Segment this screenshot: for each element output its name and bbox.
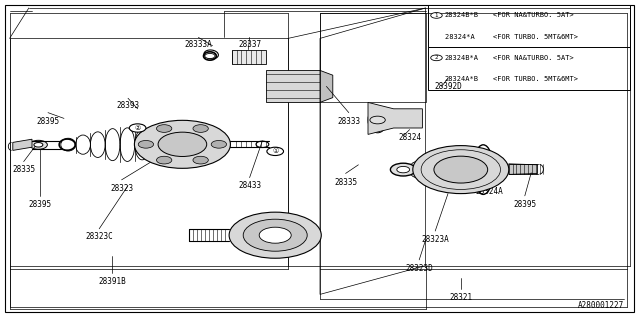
Text: <FOR NA&TURBO. 5AT>: <FOR NA&TURBO. 5AT> [493,12,573,19]
Circle shape [193,125,209,132]
Text: 28337A: 28337A [236,239,264,248]
Circle shape [413,146,509,194]
Polygon shape [509,164,538,174]
Text: 28324B*A: 28324B*A [445,55,479,61]
Text: 28324*A: 28324*A [445,34,479,40]
Text: A280001227: A280001227 [578,301,624,310]
Text: 28333A: 28333A [184,40,212,49]
Bar [428,47,630,90]
Circle shape [156,125,172,132]
Circle shape [267,147,284,156]
Text: 28433: 28433 [238,181,261,190]
Text: 28393: 28393 [116,101,140,110]
Text: 28335: 28335 [334,178,357,187]
Text: 28323C: 28323C [85,232,113,241]
Text: 28335: 28335 [12,165,35,174]
Circle shape [156,156,172,164]
Text: 28324: 28324 [398,133,421,142]
Text: 28324B*B: 28324B*B [445,12,479,19]
Text: 1: 1 [435,13,438,18]
Circle shape [431,12,442,18]
Circle shape [431,55,442,61]
Text: 28324A: 28324A [476,188,504,196]
Circle shape [29,140,47,149]
Text: ②: ② [134,125,141,131]
Polygon shape [368,102,422,134]
Circle shape [193,156,209,164]
Circle shape [397,166,410,173]
Circle shape [229,212,321,258]
Circle shape [129,124,146,132]
Text: 28395: 28395 [513,200,536,209]
Text: 28395: 28395 [36,117,60,126]
Circle shape [434,156,488,183]
Text: <FOR TURBO. 5MT&6MT>: <FOR TURBO. 5MT&6MT> [493,34,578,40]
Bar [428,5,630,47]
Polygon shape [13,139,32,150]
Text: 28337: 28337 [238,40,261,49]
Circle shape [243,219,307,251]
Text: <FOR TURBO. 5MT&6MT>: <FOR TURBO. 5MT&6MT> [493,76,578,82]
Circle shape [34,143,43,147]
Text: 28324A*B: 28324A*B [445,76,479,82]
Circle shape [158,132,207,156]
Polygon shape [266,70,320,102]
Text: IN: IN [195,135,204,144]
Text: 28323A: 28323A [421,236,449,244]
Circle shape [134,120,230,168]
Text: ①: ① [272,148,278,154]
Text: <FOR NA&TURBO. 5AT>: <FOR NA&TURBO. 5AT> [493,55,573,61]
Text: 28392D: 28392D [434,82,462,91]
Circle shape [259,227,291,243]
Text: 28321: 28321 [449,293,472,302]
Text: 28333: 28333 [337,117,360,126]
Text: 28391B: 28391B [98,277,126,286]
Circle shape [138,140,154,148]
Circle shape [370,116,385,124]
Polygon shape [320,70,333,102]
Text: 2: 2 [435,55,438,60]
Circle shape [211,140,227,148]
Text: 28323D: 28323D [405,264,433,273]
Text: 28323: 28323 [110,184,133,193]
Circle shape [205,53,215,59]
Text: 28395: 28395 [28,200,51,209]
Polygon shape [232,50,266,64]
Circle shape [390,163,416,176]
